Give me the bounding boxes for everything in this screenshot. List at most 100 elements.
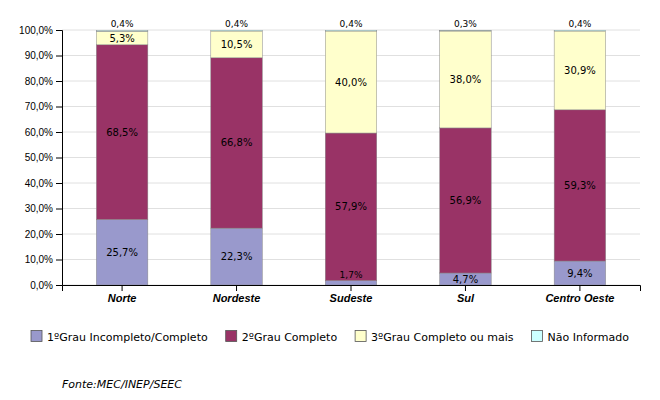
bar: [440, 128, 492, 273]
legend-label: 3ºGrau Completo ou mais: [371, 331, 514, 344]
tick-mark: [56, 107, 62, 108]
legend-swatch: [226, 331, 237, 342]
tick-label: 80,0%: [25, 76, 53, 87]
data-label: 9,4%: [567, 268, 592, 279]
tick: Sul: [457, 285, 475, 304]
axis-line: [63, 286, 641, 292]
tick: 80,0%: [25, 76, 62, 87]
bar: [325, 30, 377, 31]
tick-label: 70,0%: [25, 101, 53, 112]
data-label: 0,4%: [225, 19, 248, 29]
tick: Sudeste: [330, 285, 373, 304]
data-label: 25,7%: [106, 247, 138, 258]
tick: 100,0%: [19, 25, 62, 36]
bar: [554, 110, 606, 261]
bar: [440, 30, 492, 32]
tick-mark: [56, 56, 62, 57]
y-axis: 0,0% 10,0% 20,0% 30,0% 40,0% 50,0% 60,0% 70,0% 8…: [19, 25, 62, 291]
tick-mark: [465, 285, 466, 291]
tick-label: 50,0%: [25, 152, 53, 163]
bar: [211, 31, 263, 58]
legend-label: 2ºGrau Completo: [242, 331, 338, 344]
tick-mark: [56, 183, 62, 184]
legend-item: 3ºGrau Completo ou mais: [355, 331, 514, 344]
legend-swatch: [355, 331, 366, 342]
data-label: 0,4%: [568, 19, 591, 29]
tick-mark: [56, 285, 62, 286]
tick-mark: [56, 158, 62, 159]
tick: Centro Oeste: [545, 285, 614, 304]
tick-label: Sudeste: [330, 292, 373, 304]
tick-mark: [122, 285, 123, 291]
tick-mark: [579, 285, 580, 291]
data-label: 68,5%: [106, 127, 138, 138]
legend-label: Não Informado: [547, 331, 629, 344]
data-label: 22,3%: [221, 251, 253, 262]
bar: [554, 30, 606, 31]
tick-mark: [351, 285, 352, 291]
bar: [554, 261, 606, 285]
bar: [211, 58, 263, 228]
bar: [325, 31, 377, 133]
tick-label: Nordeste: [213, 292, 261, 304]
tick-label: Sul: [457, 292, 475, 304]
tick: 20,0%: [25, 229, 62, 240]
grid-line: [62, 30, 640, 31]
legend-label: 1ºGrau Incompleto/Completo: [47, 331, 208, 344]
data-label: 5,3%: [109, 33, 134, 44]
tick-label: Centro Oeste: [545, 292, 614, 304]
bar: [96, 31, 148, 45]
legend: 1ºGrau Incompleto/Completo 2ºGrau Complet…: [31, 331, 629, 344]
legend-swatch: [531, 331, 542, 342]
tick: 70,0%: [25, 101, 62, 112]
bar: [440, 273, 492, 285]
x-axis: Norte Nordeste Sudeste Sul Centro Oeste: [63, 285, 641, 304]
chart: 0,0% 10,0% 20,0% 30,0% 40,0% 50,0% 60,0% 70,0% 8…: [0, 0, 660, 400]
tick: 50,0%: [25, 152, 62, 163]
bar: [96, 45, 148, 220]
bar-series: [96, 30, 605, 31]
tick: 10,0%: [25, 254, 62, 265]
data-label: 0,3%: [454, 19, 477, 29]
tick-label: 30,0%: [25, 203, 53, 214]
bar: [554, 31, 606, 110]
data-label: 59,3%: [564, 180, 596, 191]
tick: 60,0%: [25, 127, 62, 138]
grid: [62, 30, 640, 285]
data-labels: 25,7%22,3%1,7%4,7%9,4%68,5%66,8%57,9%56,…: [106, 19, 596, 285]
tick-mark: [236, 285, 237, 291]
tick-label: Norte: [108, 292, 137, 304]
data-label: 40,0%: [335, 77, 367, 88]
bar: [440, 31, 492, 128]
bar: [96, 219, 148, 285]
data-label: 30,9%: [564, 65, 596, 76]
legend-swatch: [31, 331, 42, 342]
data-label: 66,8%: [221, 137, 253, 148]
tick-mark: [56, 209, 62, 210]
tick-label: 20,0%: [25, 229, 53, 240]
tick-label: 100,0%: [19, 25, 53, 36]
tick: Norte: [108, 285, 137, 304]
data-label: 57,9%: [335, 201, 367, 212]
data-label: 38,0%: [450, 74, 482, 85]
data-label: 10,5%: [221, 39, 253, 50]
bar: [325, 281, 377, 285]
data-label: 1,7%: [340, 270, 363, 280]
bar: [325, 133, 377, 281]
bar: [211, 228, 263, 285]
tick-mark: [56, 132, 62, 133]
tick-label: 60,0%: [25, 127, 53, 138]
bar-series: [96, 45, 605, 281]
bar: [211, 30, 263, 31]
legend-item: 1ºGrau Incompleto/Completo: [31, 331, 208, 344]
tick: 40,0%: [25, 178, 62, 189]
data-label: 0,4%: [340, 19, 363, 29]
bar: [96, 30, 148, 31]
axis-line: [56, 31, 63, 286]
data-label: 0,4%: [111, 19, 134, 29]
tick: 0,0%: [30, 280, 62, 291]
tick: Nordeste: [213, 285, 261, 304]
tick-mark: [56, 81, 62, 82]
bars: [96, 30, 605, 285]
data-label: 4,7%: [453, 274, 478, 285]
